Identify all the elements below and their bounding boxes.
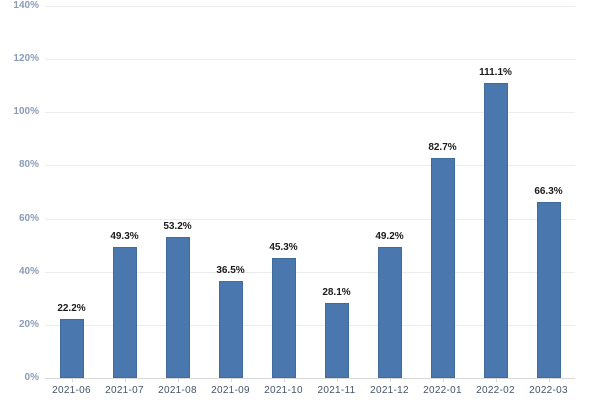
gridline [45, 165, 575, 167]
bar-value-label: 49.2% [375, 231, 404, 243]
bar-2021-08[interactable] [165, 236, 190, 378]
x-axis-tick [442, 378, 444, 382]
bar-2022-01[interactable] [430, 158, 455, 378]
x-axis-label: 2021-06 [52, 385, 91, 396]
x-axis-tick [336, 378, 338, 382]
x-axis-label: 2021-09 [211, 385, 250, 396]
y-axis-label: 100% [13, 106, 39, 118]
y-axis-label: 80% [18, 159, 39, 171]
bar-value-label: 22.2% [57, 303, 86, 314]
y-axis-label: 0% [24, 372, 39, 383]
y-axis-label: 40% [18, 265, 39, 277]
bar-value-label: 49.3% [110, 231, 139, 242]
bar-2021-06[interactable] [59, 319, 84, 378]
plot-area: 22.2% 49.3% 53.2% 36.5% 45.3% 28.1% 49.2% 82.7%… [45, 6, 575, 379]
x-axis-label: 2022-03 [529, 385, 568, 396]
y-axis-label: 140% [13, 0, 39, 11]
x-axis-label: 2021-08 [158, 385, 197, 396]
x-axis-tick [230, 378, 232, 382]
bar-2021-11[interactable] [324, 303, 349, 378]
bar-value-label: 36.5% [216, 265, 245, 276]
x-axis-label: 2021-11 [317, 385, 356, 396]
bar-value-label: 53.2% [163, 220, 192, 232]
bar-2022-02[interactable] [483, 82, 508, 378]
bar-value-label: 66.3% [534, 185, 563, 197]
gridline [45, 112, 575, 114]
bar-2022-03[interactable] [536, 201, 561, 378]
bar-2021-09[interactable] [218, 281, 243, 378]
y-axis-label: 60% [18, 212, 39, 224]
y-axis-label: 20% [18, 318, 39, 330]
x-axis-tick [283, 378, 285, 382]
x-axis-tick [177, 378, 179, 382]
bar-2021-07[interactable] [112, 247, 137, 378]
x-axis-tick [548, 378, 550, 382]
x-axis-tick [124, 378, 126, 382]
bar-value-label: 82.7% [428, 142, 457, 154]
x-axis-label: 2022-02 [476, 385, 515, 396]
y-axis-label: 120% [13, 53, 39, 65]
x-axis-label: 2021-10 [264, 385, 303, 396]
x-axis-tick [71, 378, 73, 382]
bar-value-label: 45.3% [269, 241, 298, 253]
gridline [45, 324, 575, 326]
x-axis-label: 2021-12 [370, 385, 409, 396]
bar-2021-10[interactable] [271, 257, 296, 378]
gridline [45, 218, 575, 220]
gridline [45, 271, 575, 273]
gridline [45, 6, 575, 7]
x-axis-label: 2021-07 [105, 385, 144, 396]
x-axis-tick [495, 378, 497, 382]
x-axis-tick [389, 378, 391, 382]
gridline [45, 59, 575, 61]
x-axis-label: 2022-01 [423, 385, 462, 396]
bar-2021-12[interactable] [377, 247, 402, 378]
bar-value-label: 28.1% [322, 287, 351, 299]
x-axis-line [45, 378, 575, 379]
bar-value-label: 111.1% [479, 66, 512, 78]
